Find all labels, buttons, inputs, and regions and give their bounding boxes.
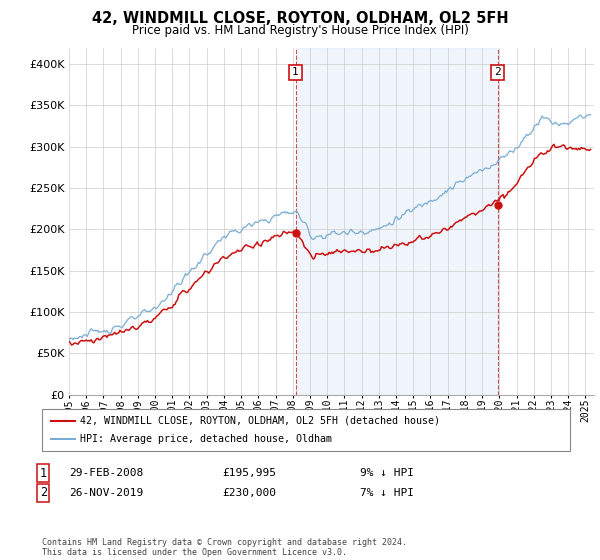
Text: HPI: Average price, detached house, Oldham: HPI: Average price, detached house, Oldh…	[80, 434, 332, 444]
Bar	[296, 48, 497, 395]
Text: 1: 1	[40, 466, 47, 480]
Text: 29-FEB-2008: 29-FEB-2008	[69, 468, 143, 478]
Text: 26-NOV-2019: 26-NOV-2019	[69, 488, 143, 498]
Text: 2: 2	[40, 486, 47, 500]
Text: Contains HM Land Registry data © Crown copyright and database right 2024.
This d: Contains HM Land Registry data © Crown c…	[42, 538, 407, 557]
Text: 2: 2	[494, 67, 501, 77]
Text: 7% ↓ HPI: 7% ↓ HPI	[360, 488, 414, 498]
Text: 9% ↓ HPI: 9% ↓ HPI	[360, 468, 414, 478]
Text: £230,000: £230,000	[222, 488, 276, 498]
Text: 42, WINDMILL CLOSE, ROYTON, OLDHAM, OL2 5FH (detached house): 42, WINDMILL CLOSE, ROYTON, OLDHAM, OL2 …	[80, 416, 440, 426]
Text: 1: 1	[292, 67, 299, 77]
Text: Price paid vs. HM Land Registry's House Price Index (HPI): Price paid vs. HM Land Registry's House …	[131, 24, 469, 36]
Text: 42, WINDMILL CLOSE, ROYTON, OLDHAM, OL2 5FH: 42, WINDMILL CLOSE, ROYTON, OLDHAM, OL2 …	[92, 11, 508, 26]
Text: £195,995: £195,995	[222, 468, 276, 478]
